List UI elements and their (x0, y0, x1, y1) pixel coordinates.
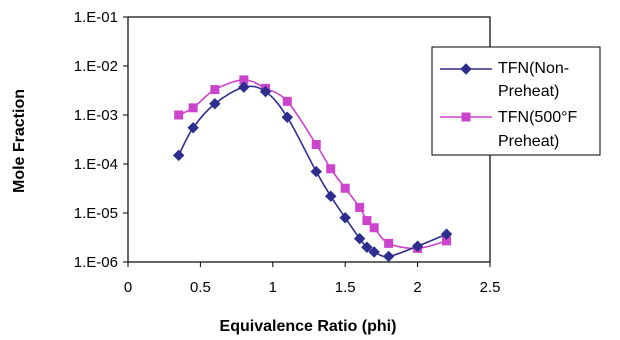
legend-label: TFN(Non- (498, 60, 569, 77)
legend-entry: TFN(Non- Preheat) (440, 60, 569, 100)
data-point (362, 216, 372, 226)
y-axis-title: Mole Fraction (11, 89, 28, 193)
tick-labels: 1.E-06 1.E-05 1.E-04 1.E-03 1.E-02 1.E-01 0 0.5… (74, 9, 501, 296)
y-tick-label: 1.E-04 (74, 156, 118, 173)
data-point (384, 238, 394, 248)
data-point (325, 190, 337, 202)
x-tick-label: 2 (413, 279, 421, 296)
data-point (187, 122, 199, 134)
y-tick-label: 1.E-06 (74, 254, 118, 271)
data-point (310, 165, 322, 178)
x-axis-title: Equivalence Ratio (phi) (220, 318, 397, 335)
legend: TFN(Non- Preheat) TFN(500°F Preheat) (431, 46, 601, 156)
legend-box (431, 46, 601, 156)
x-tick-label: 2.5 (480, 279, 501, 296)
y-tick-label: 1.E-01 (74, 9, 118, 26)
data-point (361, 241, 373, 253)
data-point (369, 223, 379, 233)
x-tick-label: 1.5 (335, 279, 356, 296)
data-point (210, 85, 220, 95)
data-point (281, 111, 293, 123)
legend-swatch-marker (461, 112, 471, 122)
data-point (259, 85, 272, 98)
legend-label: Preheat) (498, 83, 559, 100)
data-point (353, 232, 366, 245)
data-point (282, 96, 292, 106)
data-point (209, 98, 221, 110)
data-point (188, 103, 198, 113)
legend-label: TFN(500°F (498, 109, 578, 126)
data-point (326, 164, 336, 174)
data-point (172, 149, 185, 162)
y-tick-label: 1.E-05 (74, 205, 118, 222)
x-tick-label: 1 (269, 279, 277, 296)
data-point (411, 240, 424, 252)
series-1 (172, 81, 453, 263)
data-point (368, 246, 380, 258)
series-group (172, 75, 453, 263)
data-point (339, 212, 351, 224)
legend-label: Preheat) (498, 133, 559, 150)
x-tick-label: 0 (124, 279, 132, 296)
data-point (355, 202, 365, 212)
y-tick-label: 1.E-02 (74, 58, 118, 75)
data-point (238, 81, 250, 93)
data-point (340, 183, 350, 193)
data-point (440, 228, 453, 240)
x-tick-label: 0.5 (190, 279, 211, 296)
data-point (382, 250, 395, 263)
data-point (311, 140, 321, 150)
y-tick-label: 1.E-03 (74, 107, 118, 124)
legend-swatch-marker (460, 63, 472, 75)
data-point (174, 110, 184, 120)
legend-entry: TFN(500°F Preheat) (440, 109, 578, 150)
